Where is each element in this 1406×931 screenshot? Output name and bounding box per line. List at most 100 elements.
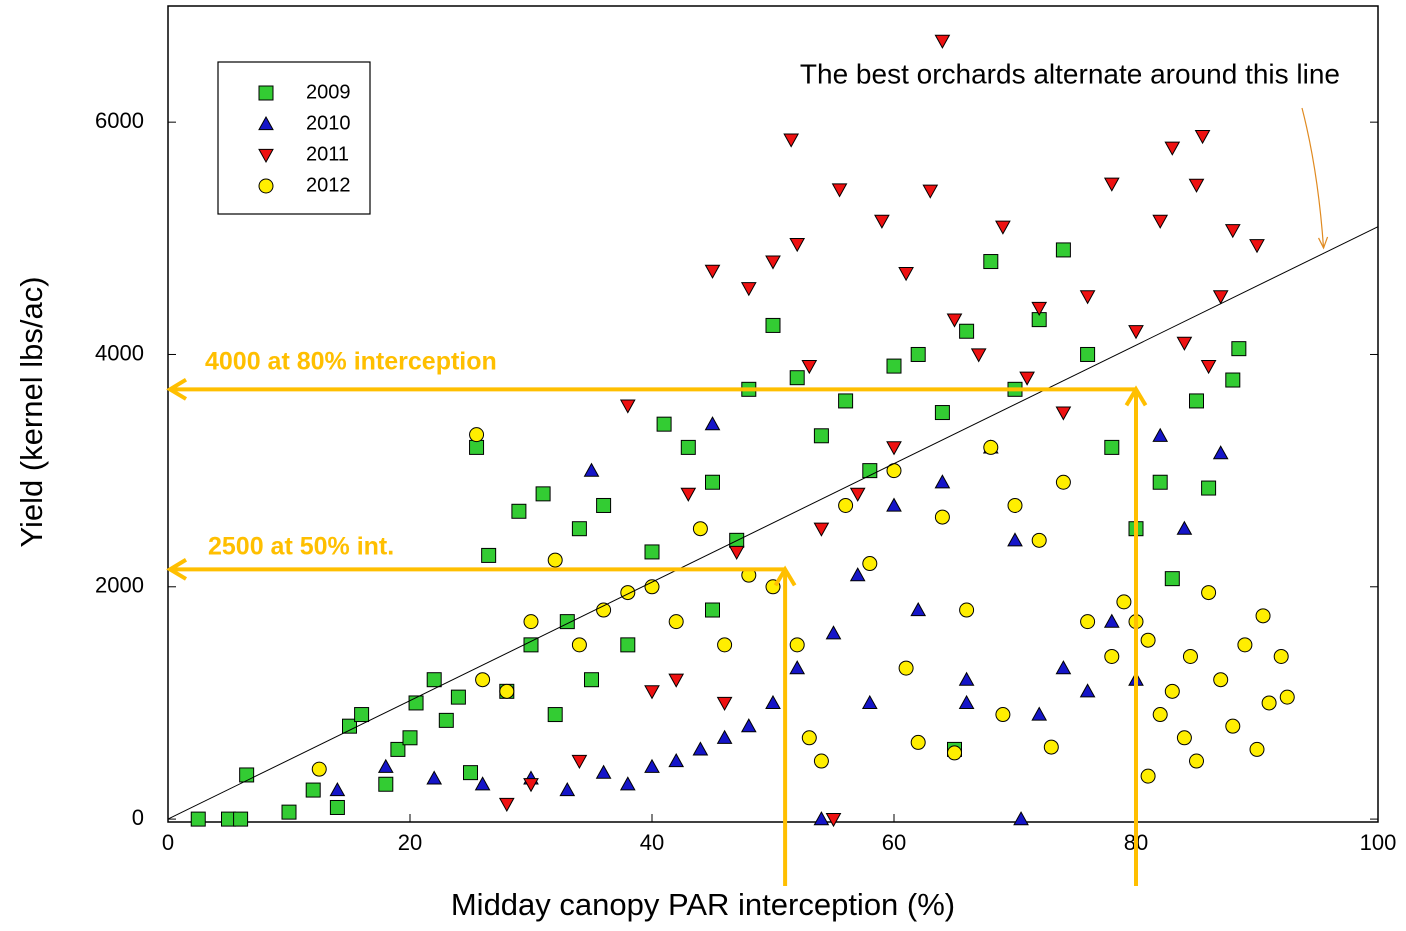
- point: [1176, 336, 1193, 351]
- point: [716, 729, 733, 744]
- x-tick-label: 60: [882, 830, 906, 855]
- point: [705, 474, 720, 490]
- legend-marker: [258, 85, 274, 101]
- annotation-pointer: [1301, 107, 1325, 248]
- point: [789, 238, 806, 253]
- point: [523, 614, 539, 630]
- point: [783, 133, 799, 148]
- point: [1213, 672, 1229, 688]
- point: [1055, 242, 1071, 258]
- point: [1079, 290, 1096, 305]
- point: [390, 741, 406, 757]
- point: [469, 439, 485, 455]
- point: [1055, 474, 1071, 490]
- point: [1152, 427, 1169, 442]
- point: [668, 752, 685, 768]
- x-tick-label: 100: [1360, 830, 1397, 855]
- point: [469, 427, 485, 443]
- annotation-text: 2500 at 50% int.: [208, 533, 394, 561]
- point: [644, 685, 660, 700]
- point: [498, 797, 515, 813]
- point: [813, 522, 830, 537]
- point: [704, 264, 721, 279]
- point: [620, 637, 636, 653]
- point: [862, 556, 878, 572]
- point: [559, 782, 576, 797]
- point: [995, 707, 1011, 723]
- point: [1231, 341, 1247, 357]
- point: [668, 614, 684, 630]
- point: [680, 439, 696, 455]
- point: [813, 428, 829, 444]
- point: [463, 765, 478, 781]
- point: [959, 602, 975, 618]
- point: [983, 439, 999, 455]
- point: [922, 184, 939, 199]
- point: [1212, 445, 1229, 460]
- point: [740, 282, 757, 297]
- arrow-head: [166, 378, 188, 401]
- point: [426, 672, 442, 688]
- point: [1201, 480, 1217, 496]
- point: [596, 497, 612, 513]
- point: [995, 220, 1011, 235]
- point: [329, 782, 346, 797]
- y-tick-label: 6000: [95, 108, 144, 133]
- point: [571, 521, 587, 537]
- point: [886, 497, 902, 512]
- point: [692, 521, 708, 537]
- legend-marker: [258, 178, 274, 194]
- point: [728, 545, 745, 560]
- legend-marker: [258, 148, 274, 164]
- point: [595, 764, 612, 779]
- legend-label: 2011: [306, 143, 349, 165]
- point: [898, 267, 914, 282]
- point: [946, 313, 963, 328]
- point: [849, 567, 866, 582]
- legend-marker: [258, 115, 274, 131]
- point: [596, 602, 612, 618]
- point: [511, 503, 527, 519]
- point: [765, 317, 781, 333]
- point: [1201, 585, 1217, 601]
- point: [874, 214, 890, 229]
- point: [934, 474, 951, 489]
- point: [910, 346, 926, 362]
- point: [849, 487, 866, 502]
- point: [656, 416, 672, 432]
- point: [1164, 683, 1180, 699]
- point: [1055, 406, 1072, 421]
- point: [801, 730, 817, 746]
- point: [1152, 707, 1168, 723]
- reference-line: [167, 226, 1379, 820]
- point: [886, 358, 902, 374]
- point: [1249, 239, 1265, 254]
- point: [305, 782, 321, 798]
- point: [1176, 520, 1193, 535]
- point: [801, 359, 818, 375]
- point: [1031, 532, 1047, 548]
- legend: 2009 2010 2011 2012: [217, 61, 371, 215]
- point: [1255, 608, 1271, 624]
- point: [1080, 614, 1096, 630]
- point: [1104, 439, 1120, 455]
- point: [190, 811, 206, 827]
- point: [354, 707, 370, 723]
- point: [838, 497, 854, 513]
- point: [378, 776, 394, 792]
- x-tick-label: 0: [162, 830, 174, 855]
- point: [740, 718, 757, 733]
- point: [342, 718, 357, 734]
- point: [825, 625, 842, 640]
- x-tick-label: 20: [398, 830, 422, 855]
- annotation-pointer-head: [1318, 236, 1329, 250]
- point: [1164, 571, 1180, 587]
- arrow-head: [1124, 385, 1148, 407]
- point: [450, 689, 466, 705]
- point: [1103, 613, 1120, 628]
- point: [377, 758, 394, 773]
- point: [1273, 648, 1289, 664]
- point: [680, 487, 697, 502]
- point: [329, 799, 345, 815]
- point: [813, 753, 829, 769]
